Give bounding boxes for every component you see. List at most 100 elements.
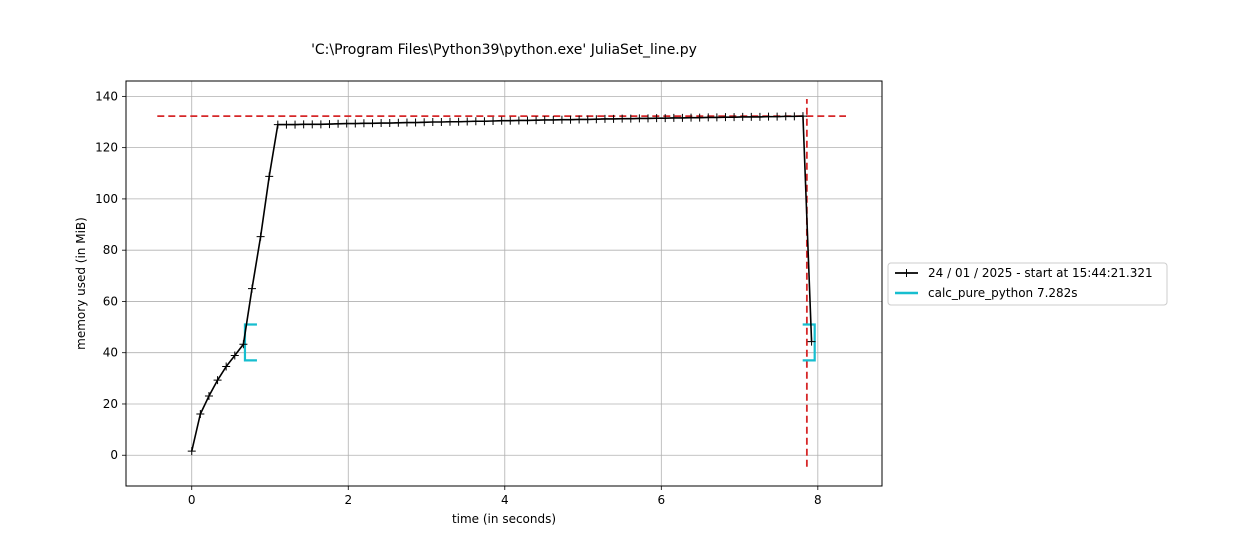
memory-point-marker <box>807 337 816 346</box>
legend-box <box>887 262 1168 306</box>
memory-point-marker <box>204 392 213 401</box>
memory-point-marker <box>342 119 351 128</box>
memory-point-marker <box>256 232 265 241</box>
y-tick-label: 140 <box>95 89 118 103</box>
memory-point-marker <box>635 114 644 123</box>
memory-point-marker <box>764 112 773 121</box>
memory-point-marker <box>230 351 239 360</box>
memory-point-marker <box>798 112 807 121</box>
memory-point-marker <box>454 117 463 126</box>
grid-lines <box>126 81 882 486</box>
memory-point-marker <box>609 114 618 123</box>
memory-point-marker <box>437 118 446 127</box>
memory-point-marker <box>600 114 609 123</box>
y-tick-label: 60 <box>103 294 118 308</box>
memory-point-marker <box>575 115 584 124</box>
x-axis-ticks: 0 2 4 6 8 <box>188 486 822 507</box>
function-end-bracket <box>802 323 816 362</box>
x-tick-label: 6 <box>657 493 665 507</box>
memory-point-marker <box>402 118 411 127</box>
memory-point-marker <box>308 120 317 129</box>
memory-point-marker <box>678 113 687 122</box>
memory-point-marker <box>721 113 730 122</box>
memory-point-marker <box>532 116 541 125</box>
legend-label-memory: 24 / 01 / 2025 - start at 15:44:21.321 <box>928 266 1153 280</box>
memory-point-marker <box>368 119 377 128</box>
x-tick-label: 8 <box>814 493 822 507</box>
chart-title: 'C:\Program Files\Python39\python.exe' J… <box>311 42 697 58</box>
memory-point-marker <box>687 113 696 122</box>
annotation-lines <box>157 98 846 467</box>
memory-point-marker <box>273 120 282 129</box>
y-tick-label: 100 <box>95 192 118 206</box>
memory-point-marker <box>213 376 222 385</box>
memory-point-marker <box>566 115 575 124</box>
memory-point-marker <box>377 119 386 128</box>
memory-point-marker <box>790 112 799 121</box>
memory-point-marker <box>316 120 325 129</box>
memory-point-marker <box>773 112 782 121</box>
memory-point-marker <box>523 116 532 125</box>
y-tick-label: 0 <box>110 448 118 462</box>
memory-point-marker <box>747 112 756 121</box>
memory-point-marker <box>385 119 394 128</box>
x-axis-label: time (in seconds) <box>452 512 556 526</box>
memory-point-marker <box>644 114 652 123</box>
memory-point-marker <box>652 114 661 123</box>
memory-point-marker <box>592 115 601 124</box>
y-axis-label: memory used (in MiB) <box>74 217 88 350</box>
y-tick-label: 40 <box>103 346 118 360</box>
memory-point-marker <box>187 447 196 456</box>
memory-point-marker <box>514 116 523 125</box>
memory-point-marker <box>239 340 248 349</box>
memory-point-marker <box>730 113 739 122</box>
memory-point-marker <box>669 113 678 122</box>
memory-point-marker <box>196 409 205 418</box>
y-tick-label: 120 <box>95 141 118 155</box>
memory-point-marker <box>471 117 480 126</box>
memory-point-marker <box>618 114 627 123</box>
memory-point-marker <box>489 116 498 125</box>
x-tick-label: 4 <box>501 493 509 507</box>
memory-point-marker <box>351 119 360 128</box>
memory-point-marker <box>325 120 334 129</box>
y-tick-label: 20 <box>103 397 118 411</box>
memory-point-marker <box>738 112 747 121</box>
memory-point-marker <box>222 362 231 371</box>
memory-point-marker <box>291 120 300 129</box>
function-start-bracket <box>243 323 257 362</box>
memory-point-marker <box>463 117 472 126</box>
x-tick-label: 0 <box>188 493 196 507</box>
y-tick-label: 80 <box>103 243 118 257</box>
legend: 24 / 01 / 2025 - start at 15:44:21.321 c… <box>887 262 1168 306</box>
memory-point-marker <box>248 284 256 293</box>
memory-point-marker <box>704 113 713 122</box>
memory-point-marker <box>334 119 343 128</box>
memory-point-marker <box>712 113 721 122</box>
memory-point-marker <box>661 114 670 123</box>
y-axis-ticks: 0 20 40 60 80 100 120 140 <box>95 89 126 462</box>
series-layer <box>187 112 816 456</box>
memory-point-marker <box>781 112 790 121</box>
memory-point-marker <box>282 120 291 129</box>
memory-point-marker <box>497 116 506 125</box>
memory-point-marker <box>695 113 704 122</box>
x-tick-label: 2 <box>344 493 352 507</box>
memory-point-marker <box>549 115 558 124</box>
memory-point-marker <box>480 117 489 126</box>
memory-point-marker <box>557 115 566 124</box>
memory-point-marker <box>446 117 454 126</box>
axes-frame <box>125 80 883 487</box>
legend-marker-memory <box>902 269 911 277</box>
memory-point-marker <box>428 118 437 127</box>
memory-point-marker <box>755 112 764 121</box>
memory-point-marker <box>394 118 403 127</box>
memory-point-marker <box>265 172 274 181</box>
memory-usage-line <box>190 115 813 452</box>
memory-point-marker <box>411 118 420 127</box>
memory-point-marker <box>626 114 635 123</box>
memory-point-marker <box>299 120 308 129</box>
memory-point-marker <box>420 118 429 127</box>
memory-point-marker <box>583 115 592 124</box>
